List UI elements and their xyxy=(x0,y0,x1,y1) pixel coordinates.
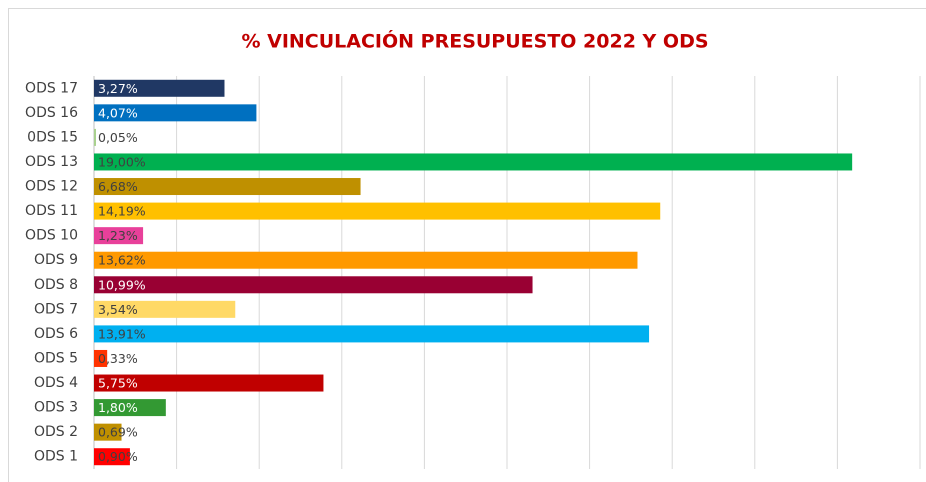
value-label: 14,19% xyxy=(98,204,146,219)
y-tick-label: ODS 13 xyxy=(25,154,78,170)
value-label: 1,23% xyxy=(98,228,138,243)
value-label: 10,99% xyxy=(98,277,146,292)
value-label: 13,91% xyxy=(98,326,146,341)
chart-title: % VINCULACIÓN PRESUPUESTO 2022 Y ODS xyxy=(241,29,708,53)
bar xyxy=(94,276,533,294)
bar xyxy=(94,178,361,196)
y-tick-label: ODS 10 xyxy=(25,228,78,244)
y-tick-label: ODS 3 xyxy=(34,400,78,416)
value-label: 0,05% xyxy=(98,130,138,145)
bar xyxy=(94,202,661,220)
bar xyxy=(94,104,257,122)
bar xyxy=(94,374,324,392)
y-tick-label: ODS 1 xyxy=(34,449,78,465)
y-tick-label: ODS 2 xyxy=(34,424,78,440)
bar xyxy=(94,325,650,343)
y-tick-label: 0DS 15 xyxy=(27,129,78,145)
bar xyxy=(94,300,236,318)
value-label: 5,75% xyxy=(98,376,138,391)
value-label: 3,54% xyxy=(98,302,138,317)
bar xyxy=(94,153,853,171)
bar xyxy=(94,349,108,367)
value-label: 0,90% xyxy=(98,449,138,464)
y-tick-label: ODS 6 xyxy=(34,326,78,342)
y-tick-label: ODS 5 xyxy=(34,350,78,366)
value-label: 3,27% xyxy=(98,81,138,96)
y-tick-label: ODS 4 xyxy=(34,375,78,391)
bar xyxy=(94,128,96,146)
y-tick-label: ODS 7 xyxy=(34,301,78,317)
bar xyxy=(94,79,225,97)
value-label: 19,00% xyxy=(98,154,146,169)
bar xyxy=(94,448,130,466)
y-tick-label: ODS 12 xyxy=(25,179,78,195)
y-tick-label: ODS 9 xyxy=(34,252,78,268)
value-label: 1,80% xyxy=(98,400,138,415)
bar xyxy=(94,399,166,417)
value-label: 13,62% xyxy=(98,253,146,268)
bar xyxy=(94,251,638,269)
value-label: 0,69% xyxy=(98,425,138,440)
bar xyxy=(94,227,144,245)
value-label: 0,33% xyxy=(98,351,138,366)
y-tick-label: ODS 11 xyxy=(25,203,78,219)
y-tick-label: ODS 8 xyxy=(34,277,78,293)
y-tick-label: ODS 17 xyxy=(25,80,78,96)
value-label: 6,68% xyxy=(98,179,138,194)
bar xyxy=(94,423,122,441)
value-label: 4,07% xyxy=(98,105,138,120)
y-tick-label: ODS 16 xyxy=(25,105,78,121)
